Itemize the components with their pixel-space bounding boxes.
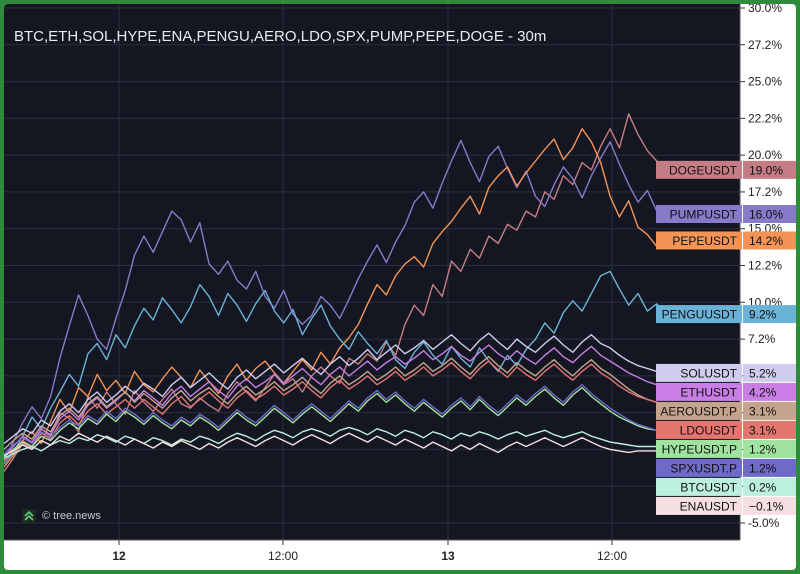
legend-name-box <box>656 305 742 324</box>
legend-label-ethusdt: ETHUSDT 4.2% <box>656 382 796 401</box>
legend-label-solusdt: SOLUSDT 5.2% <box>656 363 796 382</box>
legend-name: AEROUSDT.P <box>660 404 737 418</box>
y-tick-label: 27.2% <box>748 38 782 52</box>
legend-label-enausdt: ENAUSDT −0.1% <box>656 496 796 515</box>
y-tick-label: 17.2% <box>748 185 782 199</box>
legend-value: −0.1% <box>749 499 784 513</box>
legend-value-box <box>743 420 796 439</box>
legend-value-box <box>743 160 796 179</box>
legend-name-box <box>656 231 742 250</box>
legend-label-penguusdt: PENGUUSDT 9.2% <box>656 305 796 324</box>
legend-name: SPXUSDT.P <box>670 461 737 475</box>
legend-name: LDOUSDT <box>680 423 738 437</box>
series-line-solusdt <box>4 332 667 445</box>
legend-label-pumpusdt: PUMPUSDT 16.0% <box>656 205 796 223</box>
legend-name-box <box>656 458 742 477</box>
legend-value-box <box>743 401 796 420</box>
legend-value-box <box>743 363 796 382</box>
legend-name: BTCUSDT <box>680 480 737 494</box>
legend-label-ldousdt: LDOUSDT 3.1% <box>656 420 796 439</box>
legend-value-box <box>743 477 796 496</box>
legend-value: 5.2% <box>749 366 777 380</box>
legend-name: ENAUSDT <box>680 499 738 513</box>
legend-name-box <box>656 205 742 223</box>
watermark-text: © tree.news <box>42 510 101 522</box>
legend-name: ETHUSDT <box>680 385 737 399</box>
legend-value: 16.0% <box>749 208 783 222</box>
legend-value-box <box>743 439 796 458</box>
chart-frame: 30.0% 27.2% 25.0% 22.2% 20.0% 17.2% 15.0% 12.2%… <box>4 4 796 570</box>
y-tick-label: 25.0% <box>748 75 782 89</box>
y-tick-label: 20.0% <box>748 148 782 162</box>
legend-value: 1.2% <box>749 461 777 475</box>
legend-value: 4.2% <box>749 385 777 399</box>
series-line-enausdt <box>4 432 666 456</box>
legend-name: DOGEUSDT <box>669 163 738 177</box>
series-line-pumpusdt <box>4 139 667 462</box>
legend-name-box <box>656 382 742 401</box>
chart-title: BTC,ETH,SOL,HYPE,ENA,PENGU,AERO,LDO,SPX,… <box>14 28 547 45</box>
tree-logo-icon <box>22 509 36 523</box>
legend-value: 1.2% <box>749 442 777 456</box>
legend-value: 9.2% <box>749 308 777 322</box>
legend-name-box <box>656 439 742 458</box>
legend-value-box <box>743 496 796 515</box>
line-chart: 30.0%27.2%25.0%22.2%20.0%17.2%15.0%12.2%… <box>4 4 796 563</box>
x-tick-label: 12:00 <box>268 549 298 563</box>
legend-label-spxusdt-p: SPXUSDT.P 1.2% <box>656 458 796 477</box>
legend-value: 14.2% <box>749 234 783 248</box>
legend-name-box <box>656 401 742 420</box>
legend-label-dogeusdt: DOGEUSDT 19.0% <box>656 160 796 179</box>
legend-name-box <box>656 363 742 382</box>
legend-label-aerousdt-p: AEROUSDT.P 3.1% <box>656 401 796 420</box>
legend-name: HYPEUSDT.P <box>662 442 737 456</box>
legend-name: PEPEUSDT <box>672 234 737 248</box>
watermark: © tree.news <box>22 509 101 523</box>
series-line-btcusdt <box>4 426 666 459</box>
series-line-hypeusdt-p <box>4 386 667 458</box>
legend-value-box <box>743 305 796 324</box>
series-line-spxusdt-p <box>4 384 667 455</box>
legend-label-pepeusdt: PEPEUSDT 14.2% <box>656 231 796 250</box>
series-line-penguusdt <box>4 270 667 465</box>
legend-name-box <box>656 477 742 496</box>
series-line-aerousdt-p <box>4 356 667 450</box>
legend-value-box <box>743 231 796 250</box>
x-tick-label: 13 <box>441 549 455 563</box>
y-tick-label: 22.2% <box>748 111 782 125</box>
series-line-pepeusdt <box>4 127 667 468</box>
legend-name-box <box>656 160 742 179</box>
y-tick-label: -5.0% <box>748 516 780 530</box>
y-tick-label: 7.2% <box>748 332 776 346</box>
legend-value: 3.1% <box>749 404 777 418</box>
series-line-ethusdt <box>4 344 667 458</box>
legend-label-btcusdt: BTCUSDT 0.2% <box>656 477 796 496</box>
x-tick-label: 12 <box>112 549 126 563</box>
series-line-ldousdt <box>4 360 667 462</box>
legend-value: 0.2% <box>749 480 777 494</box>
y-tick-label: 12.2% <box>748 259 782 273</box>
legend-value: 3.1% <box>749 423 777 437</box>
legend-name-box <box>656 496 742 515</box>
legend-name: SOLUSDT <box>680 366 737 380</box>
y-tick-label: 30.0% <box>748 4 782 15</box>
legend-value-box <box>743 205 796 223</box>
legend-name: PENGUUSDT <box>662 308 738 322</box>
legend-name: PUMPUSDT <box>670 208 738 222</box>
x-tick-label: 12:00 <box>597 549 627 563</box>
legend-value-box <box>743 382 796 401</box>
legend-name-box <box>656 420 742 439</box>
legend-value-box <box>743 458 796 477</box>
legend-label-hypeusdt-p: HYPEUSDT.P 1.2% <box>656 439 796 458</box>
legend-value: 19.0% <box>749 163 783 177</box>
